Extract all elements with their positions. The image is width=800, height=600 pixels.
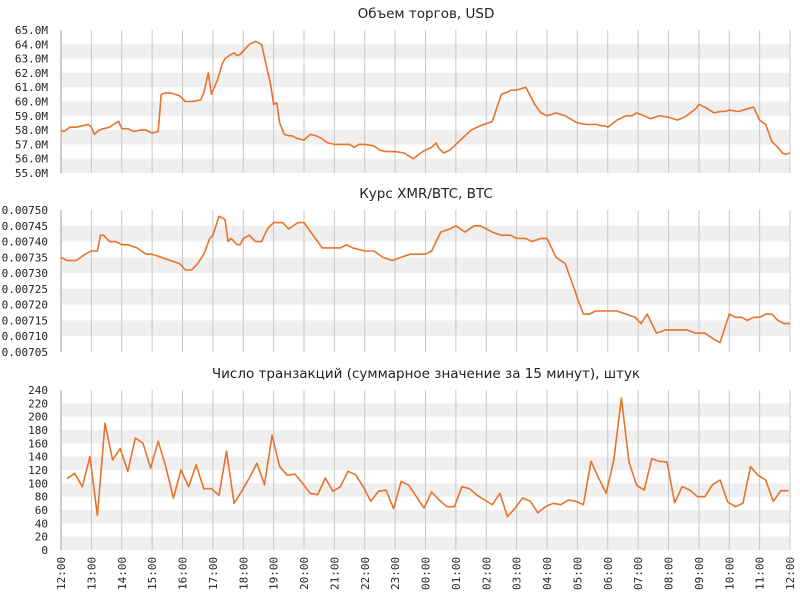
y-tick-label: 40	[35, 517, 48, 530]
y-tick-label: 0.00735	[2, 251, 48, 264]
y-tick-label: 140	[28, 451, 48, 464]
y-tick-label: 62.0M	[15, 67, 48, 80]
x-tick-label: 11:00	[754, 557, 767, 590]
y-tick-label: 120	[28, 464, 48, 477]
y-tick-label: 61.0M	[15, 81, 48, 94]
y-tick-label: 240	[28, 384, 48, 397]
x-tick-label: 00:00	[420, 557, 433, 590]
y-tick-label: 57.0M	[15, 138, 48, 151]
x-tick-label: 05:00	[571, 557, 584, 590]
y-tick-label: 200	[28, 411, 48, 424]
y-tick-label: 160	[28, 437, 48, 450]
series-line-0-0	[60, 40, 791, 160]
x-tick-label: 19:00	[268, 557, 281, 590]
x-tick-label: 13:00	[85, 557, 98, 590]
chart-title-1: Курс XMR/BTC, BTC	[359, 186, 493, 202]
y-tick-label: 55.0M	[15, 167, 48, 180]
x-tick-label: 12:00	[55, 557, 68, 590]
y-tick-label: 220	[28, 397, 48, 410]
y-tick-label: 56.0M	[15, 153, 48, 166]
y-tick-label: 80	[35, 491, 48, 504]
x-tick-label: 10:00	[723, 557, 736, 590]
x-tick-label: 23:00	[389, 557, 402, 590]
chart-title-0: Объем торгов, USD	[358, 6, 495, 22]
y-tick-label: 58.0M	[15, 124, 48, 137]
x-tick-label: 06:00	[602, 557, 615, 590]
y-tick-label: 63.0M	[15, 53, 48, 66]
x-tick-label: 02:00	[480, 557, 493, 590]
x-tick-label: 15:00	[146, 557, 159, 590]
y-tick-label: 0.00730	[2, 267, 48, 280]
x-tick-label: 18:00	[237, 557, 250, 590]
y-tick-label: 0	[41, 544, 48, 557]
x-tick-label: 07:00	[632, 557, 645, 590]
y-tick-label: 0.00715	[2, 314, 48, 327]
x-tick-label: 14:00	[116, 557, 129, 590]
chart-title-2: Число транзакций (суммарное значение за …	[212, 366, 640, 382]
y-tick-label: 0.00740	[2, 236, 48, 249]
series-line-2-0	[66, 397, 789, 518]
x-tick-label: 01:00	[450, 557, 463, 590]
x-tick-label: 16:00	[177, 557, 190, 590]
x-tick-label: 12:00	[784, 557, 797, 590]
y-tick-label: 20	[35, 531, 48, 544]
x-tick-label: 20:00	[298, 557, 311, 590]
x-tick-label: 04:00	[541, 557, 554, 590]
y-tick-label: 65.0M	[15, 24, 48, 37]
y-tick-label: 0.00745	[2, 220, 48, 233]
y-tick-label: 59.0M	[15, 110, 48, 123]
y-tick-label: 0.00705	[2, 346, 48, 359]
x-tick-label: 22:00	[359, 557, 372, 590]
x-tick-label: 08:00	[663, 557, 676, 590]
x-tick-label: 17:00	[207, 557, 220, 590]
y-tick-label: 100	[28, 477, 48, 490]
x-tick-label: 21:00	[328, 557, 341, 590]
y-tick-label: 0.00710	[2, 330, 48, 343]
y-tick-label: 60	[35, 504, 48, 517]
y-tick-label: 0.00720	[2, 299, 48, 312]
y-tick-label: 0.00725	[2, 283, 48, 296]
y-tick-label: 180	[28, 424, 48, 437]
x-tick-label: 03:00	[511, 557, 524, 590]
y-tick-label: 64.0M	[15, 38, 48, 51]
y-tick-label: 60.0M	[15, 96, 48, 109]
x-tick-label: 09:00	[693, 557, 706, 590]
y-tick-label: 0.00750	[2, 204, 48, 217]
series-line-1-0	[60, 215, 790, 344]
